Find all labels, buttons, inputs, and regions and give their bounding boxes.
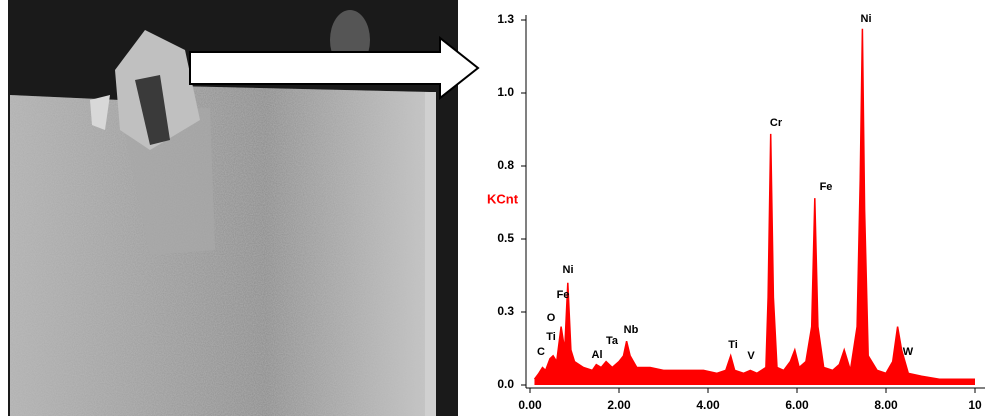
peak-label: Al	[592, 349, 603, 361]
peak-label: Cr	[770, 117, 783, 129]
peak-label: Fe	[557, 289, 570, 301]
peak-label: O	[547, 312, 556, 324]
x-tick-label: 8.00	[874, 398, 898, 412]
x-tick-label: 0.00	[518, 398, 542, 412]
peak-label: Ti	[728, 339, 738, 351]
x-tick-label: 10	[968, 398, 982, 412]
y-tick-label: 1.3	[497, 12, 514, 26]
figure: KCnt 0.0 0.3 0.5 0.8 1.0 1.3 0.00 2.00 4.00 6.00 8…	[0, 0, 991, 416]
peak-label: Ta	[606, 335, 619, 347]
peak-label: V	[747, 350, 755, 362]
peak-label: Fe	[820, 181, 833, 193]
x-tick-label: 6.00	[785, 398, 809, 412]
y-tick-label: 1.0	[497, 85, 514, 99]
y-tick-label: 0.0	[497, 377, 514, 391]
x-tick-label: 2.00	[607, 398, 631, 412]
spectrum-line	[535, 29, 976, 379]
peak-label: Ni	[861, 13, 872, 25]
x-tick-label: 4.00	[696, 398, 720, 412]
y-tick-label: 0.8	[497, 158, 514, 172]
y-axis-label: KCnt	[487, 191, 519, 206]
peak-label: C	[537, 346, 545, 358]
peak-label: Nb	[624, 324, 639, 336]
peak-label: W	[903, 346, 914, 358]
spectrum-chart: KCnt 0.0 0.3 0.5 0.8 1.0 1.3 0.00 2.00 4.00 6.00 8…	[487, 12, 985, 412]
peak-label: Ni	[563, 264, 574, 276]
peak-label: Ti	[546, 331, 556, 343]
spectrum-fill	[534, 29, 975, 385]
y-tick-label: 0.3	[497, 304, 514, 318]
y-tick-label: 0.5	[497, 231, 514, 245]
